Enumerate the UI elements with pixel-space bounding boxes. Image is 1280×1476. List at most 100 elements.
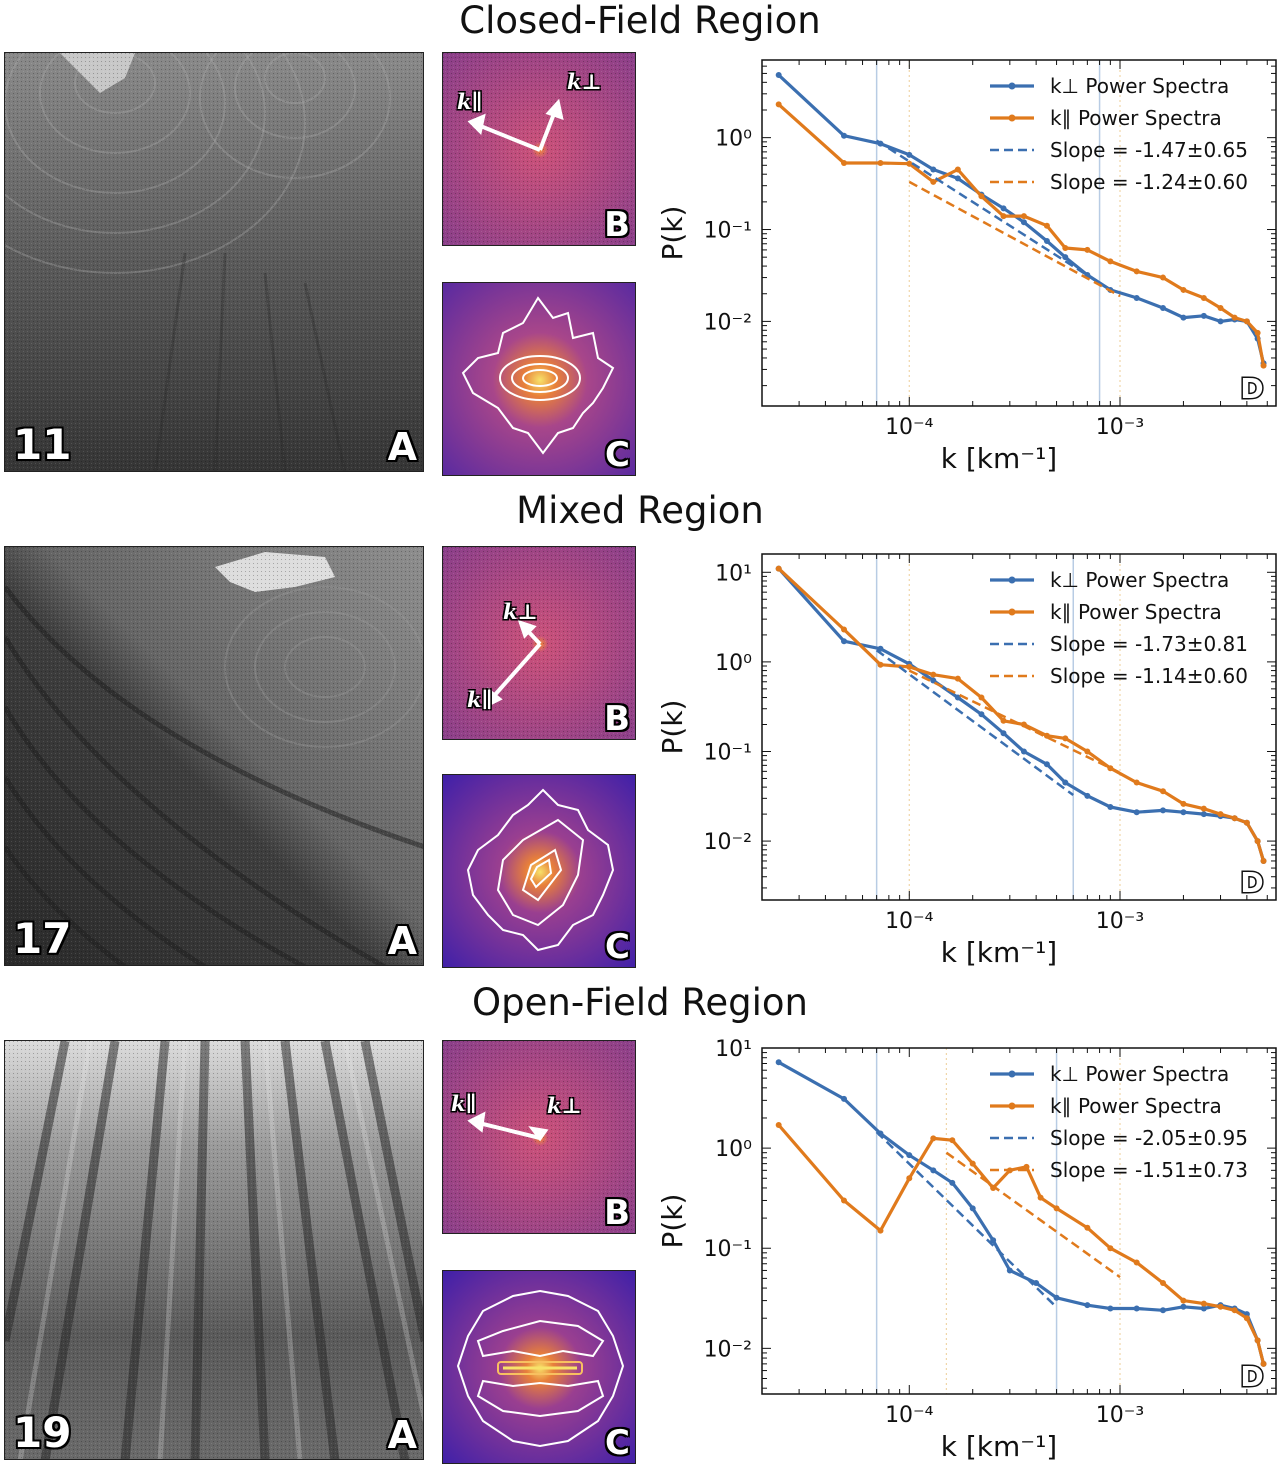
spectrum-point xyxy=(1260,362,1267,369)
spectrum-point xyxy=(1217,1303,1224,1310)
panel-b-mixed-fft: k⊥ k∥ B xyxy=(442,546,636,740)
spectrum-point xyxy=(775,1059,782,1066)
spectrum-point xyxy=(1133,779,1140,786)
y-axis-label: P(k) xyxy=(656,1194,689,1249)
spectrum-point xyxy=(1107,804,1114,811)
panel-b-open-fft: k∥ k⊥ B xyxy=(442,1040,636,1234)
spectrum-point xyxy=(1133,1259,1140,1266)
x-tick-label: 10⁻³ xyxy=(1096,1403,1144,1428)
spectrum-line-0 xyxy=(777,73,1266,364)
y-tick-label: 10⁻¹ xyxy=(704,1237,752,1262)
spectrum-point xyxy=(1200,1305,1207,1312)
spectrum-point xyxy=(1133,1305,1140,1312)
spectrum-point xyxy=(906,1152,913,1159)
spectrum-point xyxy=(1043,761,1050,768)
row-title-open: Open-Field Region xyxy=(472,981,808,1024)
legend-label-2: Slope = -1.47±0.65 xyxy=(1050,138,1248,162)
arrow-k-parallel xyxy=(467,98,564,152)
legend-label-0: k⊥ Power Spectra xyxy=(1050,1062,1229,1086)
spectrum-point xyxy=(954,175,961,182)
legend-label-2: Slope = -2.05±0.95 xyxy=(1050,1126,1248,1150)
row-title-mixed: Mixed Region xyxy=(516,489,764,532)
legend-label-1: k∥ Power Spectra xyxy=(1050,1094,1222,1118)
spectrum-point xyxy=(1033,1279,1040,1286)
slope-fit-line-3 xyxy=(945,1151,1121,1279)
spectrum-point xyxy=(1254,329,1261,336)
legend-marker-0 xyxy=(1008,576,1016,584)
spectrum-point xyxy=(930,677,937,684)
y-tick-label: 10⁻¹ xyxy=(704,219,752,244)
panel-c-label: C xyxy=(605,1423,630,1463)
spectrum-point xyxy=(1260,1360,1267,1367)
spectrum-point xyxy=(930,178,937,185)
power-spectrum-plot-closed: 10⁻⁴ 10⁻³ 10⁰ 10⁻¹ 10⁻² k [km⁻¹] P(k) k⊥ Power … xyxy=(640,48,1280,488)
spectrum-point xyxy=(1180,1297,1187,1304)
spectrum-point xyxy=(1107,258,1114,265)
spectrum-point xyxy=(1231,314,1238,321)
spectrum-point xyxy=(1231,815,1238,822)
legend-label-0: k⊥ Power Spectra xyxy=(1050,74,1229,98)
spectrum-point xyxy=(1231,1307,1238,1314)
k-parallel-label: k∥ xyxy=(457,89,483,114)
panel-c-mixed-contour: C xyxy=(442,774,636,968)
spectrum-point xyxy=(969,1160,976,1167)
legend-marker-0 xyxy=(1008,82,1016,90)
spectrum-line-1 xyxy=(777,567,1266,862)
spectrum-point xyxy=(1020,748,1027,755)
spectrum-point xyxy=(1180,1303,1187,1310)
x-axis-label: k [km⁻¹] xyxy=(941,936,1057,969)
legend-marker-1 xyxy=(1008,114,1016,122)
spectrum-point xyxy=(1160,304,1167,311)
spectrum-point xyxy=(841,159,848,166)
fft-image-closed xyxy=(443,53,635,245)
spectrum-point xyxy=(1160,788,1167,795)
spectrum-point xyxy=(1084,1224,1091,1231)
spectrum-point xyxy=(1000,213,1007,220)
legend-label-2: Slope = -1.73±0.81 xyxy=(1050,632,1248,656)
legend-label-0: k⊥ Power Spectra xyxy=(1050,568,1229,592)
k-perp-label: k⊥ xyxy=(567,69,602,94)
spectrum-point xyxy=(1062,735,1069,742)
panel-c-closed-contour: C xyxy=(442,282,636,476)
spectrum-point xyxy=(775,565,782,572)
slope-fit-line-2 xyxy=(875,649,1074,797)
spectrum-point xyxy=(877,1227,884,1234)
spectrum-point xyxy=(1200,811,1207,818)
spectrum-point xyxy=(1107,1305,1114,1312)
k-parallel-label: k∥ xyxy=(451,1091,477,1116)
spectrum-point xyxy=(1043,238,1050,245)
panel-c-open-contour: C xyxy=(442,1270,636,1464)
solar-image-open xyxy=(5,1041,423,1459)
row-title-closed: Closed-Field Region xyxy=(459,0,821,42)
contour-image-open xyxy=(443,1271,635,1463)
spectrum-point xyxy=(978,193,985,200)
spectrum-point xyxy=(1000,205,1007,212)
spectrum-point xyxy=(1200,312,1207,319)
spectrum-point xyxy=(841,1197,848,1204)
spectrum-point xyxy=(1084,748,1091,755)
panel-a-label: A xyxy=(387,919,417,963)
spectrum-point xyxy=(1133,294,1140,301)
spectrum-point xyxy=(775,1122,782,1129)
spectrum-point xyxy=(841,626,848,633)
y-tick-label: 10⁻² xyxy=(704,1337,752,1362)
spectrum-point xyxy=(1020,213,1027,220)
spectrum-line-1 xyxy=(777,103,1266,366)
power-spectrum-plot-mixed: 10⁻⁴ 10⁻³ 10¹ 10⁰ 10⁻¹ 10⁻² k [km⁻¹] P(k) k⊥ Pow… xyxy=(640,542,1280,982)
spectrum-point xyxy=(1200,294,1207,301)
spectrum-point xyxy=(954,166,961,173)
fft-image-open xyxy=(443,1041,635,1233)
spectrum-point xyxy=(1000,730,1007,737)
spectrum-point xyxy=(1160,807,1167,814)
legend-label-1: k∥ Power Spectra xyxy=(1050,106,1222,130)
x-tick-label: 10⁻⁴ xyxy=(885,415,934,440)
spectrum-point xyxy=(1062,244,1069,251)
spectrum-point xyxy=(930,1167,937,1174)
x-axis-label: k [km⁻¹] xyxy=(941,442,1057,475)
spectrum-point xyxy=(841,638,848,645)
power-spectrum-plot-open: 10⁻⁴ 10⁻³ 10¹ 10⁰ 10⁻¹ 10⁻² k [km⁻¹] P(k) k⊥ Pow… xyxy=(640,1036,1280,1476)
k-parallel-label: k∥ xyxy=(467,687,493,712)
spectrum-point xyxy=(1200,1300,1207,1307)
spectrum-point xyxy=(1254,1337,1261,1344)
spectrum-point xyxy=(949,1137,956,1144)
